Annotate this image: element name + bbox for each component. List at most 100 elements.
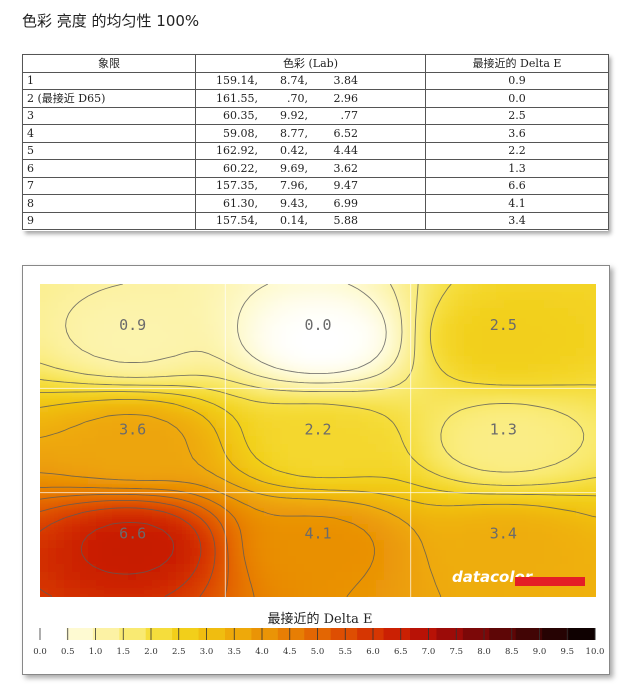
heatmap-pixel (400, 444, 409, 453)
heatmap-pixel (376, 292, 385, 301)
heatmap-pixel (424, 284, 433, 293)
heatmap-pixel (296, 348, 305, 357)
heatmap-pixel (56, 380, 65, 389)
heatmap-pixel (192, 468, 201, 477)
heatmap-pixel (504, 532, 513, 541)
heatmap-pixel (432, 556, 441, 565)
heatmap-pixel (344, 572, 353, 581)
heatmap-pixel (248, 340, 257, 349)
heatmap-pixel (192, 508, 201, 517)
heatmap-pixel (416, 524, 425, 533)
heatmap-pixel (416, 356, 425, 365)
heatmap-pixel (64, 508, 73, 517)
heatmap-pixel (368, 436, 377, 445)
heatmap-pixel (592, 340, 596, 349)
heatmap-pixel (288, 540, 297, 549)
heatmap-pixel (552, 572, 561, 581)
heatmap-pixel (464, 548, 473, 557)
heatmap-pixel (128, 356, 137, 365)
heatmap-pixel (320, 332, 329, 341)
heatmap-pixel (112, 292, 121, 301)
heatmap-pixel (504, 572, 513, 581)
heatmap-pixel (568, 596, 577, 597)
heatmap-pixel (480, 396, 489, 405)
heatmap-pixel (80, 476, 89, 485)
heatmap-pixel (336, 484, 345, 493)
heatmap-pixel (168, 564, 177, 573)
heatmap-pixel (416, 316, 425, 325)
heatmap-pixel (544, 468, 553, 477)
heatmap-pixel (184, 524, 193, 533)
heatmap-pixel (192, 572, 201, 581)
heatmap-pixel (152, 308, 161, 317)
heatmap-pixel (432, 412, 441, 421)
heatmap-pixel (376, 484, 385, 493)
heatmap-pixel (88, 580, 97, 589)
heatmap-pixel (40, 484, 49, 493)
heatmap-pixel (432, 436, 441, 445)
heatmap-pixel (440, 292, 449, 301)
heatmap-pixel (416, 436, 425, 445)
heatmap-pixel (336, 388, 345, 397)
heatmap-pixel (72, 540, 81, 549)
heatmap-pixel (384, 396, 393, 405)
heatmap-pixel (272, 332, 281, 341)
heatmap-pixel (456, 340, 465, 349)
heatmap-pixel (416, 572, 425, 581)
heatmap-pixel (200, 316, 209, 325)
heatmap-pixel (328, 468, 337, 477)
heatmap-pixel (232, 596, 241, 597)
heatmap-pixel (536, 420, 545, 429)
heatmap-pixel (112, 332, 121, 341)
heatmap-pixel (592, 572, 596, 581)
heatmap-pixel (272, 500, 281, 509)
heatmap-pixel (320, 380, 329, 389)
heatmap-pixel (328, 292, 337, 301)
heatmap-pixel (264, 420, 273, 429)
heatmap-pixel (536, 540, 545, 549)
heatmap-pixel (264, 500, 273, 509)
heatmap-pixel (560, 524, 569, 533)
heatmap-pixel (312, 484, 321, 493)
heatmap-pixel (352, 324, 361, 333)
heatmap-pixel (248, 300, 257, 309)
heatmap-pixel (336, 428, 345, 437)
heatmap-pixel (88, 540, 97, 549)
heatmap-pixel (344, 420, 353, 429)
heatmap-pixel (176, 380, 185, 389)
heatmap-pixel (168, 324, 177, 333)
heatmap-pixel (368, 476, 377, 485)
heatmap-pixel (440, 492, 449, 501)
heatmap-pixel (544, 316, 553, 325)
heatmap-pixel (80, 548, 89, 557)
heatmap-pixel (96, 532, 105, 541)
heatmap-pixel (496, 444, 505, 453)
heatmap-pixel (216, 516, 225, 525)
heatmap-pixel (392, 404, 401, 413)
heatmap-pixel (464, 444, 473, 453)
heatmap-pixel (64, 524, 73, 533)
heatmap-pixel (288, 284, 297, 293)
heatmap-pixel (432, 500, 441, 509)
delta-e-cell: 6.6 (425, 176, 609, 195)
heatmap-pixel (200, 428, 209, 437)
heatmap-pixel (560, 308, 569, 317)
heatmap-pixel (336, 356, 345, 365)
heatmap-pixel (304, 444, 313, 453)
heatmap-pixel (480, 324, 489, 333)
heatmap-pixel (568, 540, 577, 549)
heatmap-pixel (520, 492, 529, 501)
heatmap-pixel (88, 444, 97, 453)
heatmap-pixel (168, 364, 177, 373)
heatmap-pixel (528, 348, 537, 357)
heatmap-pixels (40, 284, 596, 597)
heatmap-pixel (200, 540, 209, 549)
heatmap-pixel (176, 564, 185, 573)
heatmap-pixel (248, 508, 257, 517)
heatmap-pixel (592, 516, 596, 525)
heatmap-pixel (504, 300, 513, 309)
heatmap-pixel (520, 292, 529, 301)
heatmap-pixel (504, 404, 513, 413)
heatmap-pixel (208, 380, 217, 389)
heatmap-pixel (424, 444, 433, 453)
